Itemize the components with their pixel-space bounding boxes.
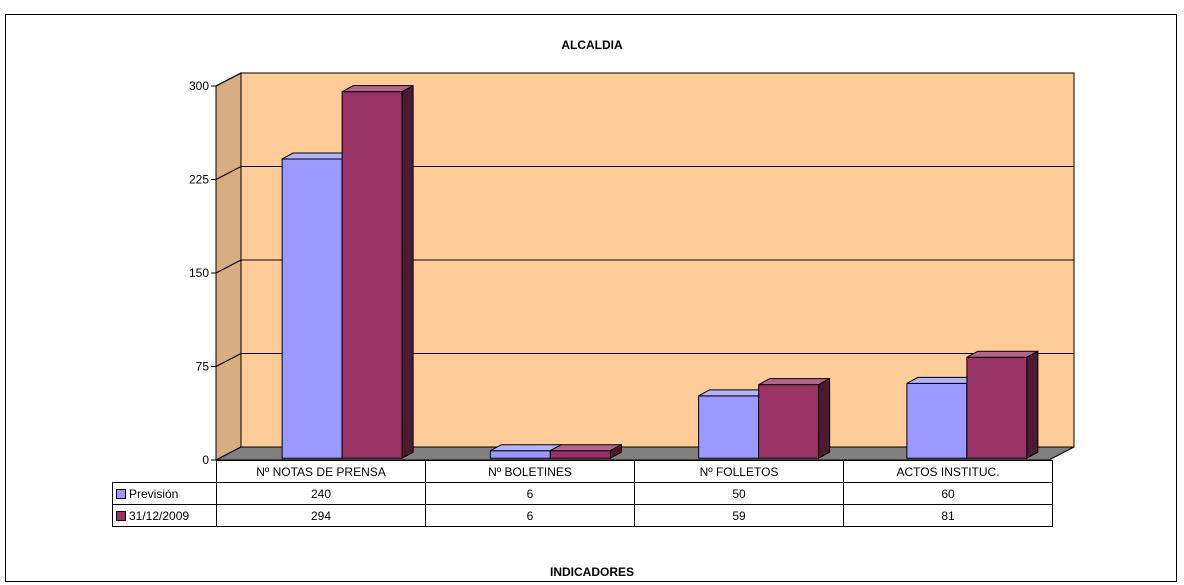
bar-side — [401, 84, 414, 460]
data-cell: 6 — [425, 482, 635, 505]
legend-entry-2009: 31/12/2009 — [112, 504, 217, 527]
legend-label: Previsión — [129, 486, 179, 501]
category-label: ACTOS INSTITUC. — [843, 460, 1053, 483]
bar-top — [490, 444, 562, 452]
data-table: Nº NOTAS DE PRENSA Nº BOLETINES Nº FOLLE… — [112, 460, 1053, 527]
data-cell: 6 — [425, 504, 635, 527]
bar — [281, 158, 343, 459]
gridline-side — [215, 166, 242, 180]
legend-swatch-2009 — [116, 510, 126, 521]
bar-top — [550, 444, 622, 452]
bar-side — [818, 377, 831, 460]
bar — [549, 450, 611, 459]
category-label: Nº BOLETINES — [425, 460, 635, 483]
category-label: Nº FOLLETOS — [634, 460, 844, 483]
data-table-corner — [113, 461, 217, 483]
data-table-row-2009: 31/12/2009 294 6 59 81 — [112, 504, 1053, 527]
y-tick-label: 0 — [202, 453, 209, 467]
bar — [966, 356, 1028, 459]
data-table-header-row: Nº NOTAS DE PRENSA Nº BOLETINES Nº FOLLE… — [113, 460, 1053, 483]
gridline-side — [215, 353, 242, 367]
bar-side — [1026, 350, 1039, 460]
y-tick-label: 300 — [189, 79, 209, 93]
data-cell: 59 — [634, 504, 844, 527]
bar-top — [758, 378, 830, 386]
x-axis-title: INDICADORES — [549, 565, 634, 579]
data-cell: 50 — [634, 482, 844, 505]
legend-label: 31/12/2009 — [129, 508, 190, 523]
legend-swatch-prevision — [116, 488, 126, 499]
data-cell: 240 — [216, 482, 426, 505]
legend-entry-prevision: Previsión — [112, 482, 217, 505]
category-label: Nº NOTAS DE PRENSA — [216, 460, 426, 483]
bar-side — [609, 443, 622, 460]
bar — [758, 384, 820, 459]
bar — [698, 395, 760, 459]
data-cell: 81 — [843, 504, 1053, 527]
bar-top — [341, 85, 414, 93]
bar — [906, 382, 968, 459]
bar-top — [966, 350, 1039, 358]
gridline-side — [215, 259, 242, 274]
chart-title: ALCALDIA — [561, 38, 623, 52]
data-table-row-prevision: Previsión 240 6 50 60 — [112, 482, 1053, 505]
data-cell: 60 — [843, 482, 1053, 505]
gridline-side — [215, 72, 242, 87]
y-tick-label: 75 — [196, 360, 210, 374]
data-cell: 294 — [216, 504, 426, 527]
y-tick-label: 225 — [189, 173, 209, 187]
bar — [489, 450, 551, 459]
y-tick-label: 150 — [189, 266, 209, 280]
bar — [341, 91, 403, 459]
